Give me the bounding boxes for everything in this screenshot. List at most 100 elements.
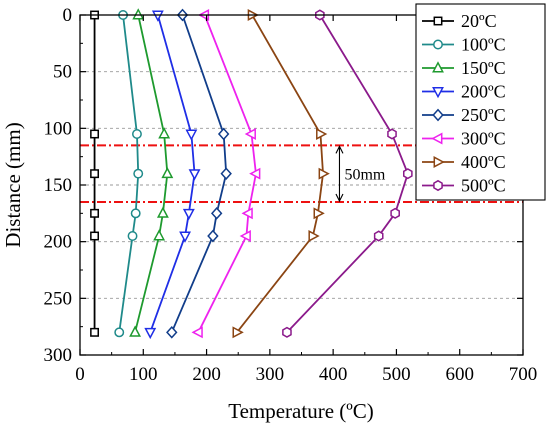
legend-marker-3 bbox=[432, 87, 444, 99]
data-point-2-1 bbox=[158, 127, 171, 139]
data-point-0-3 bbox=[90, 208, 100, 218]
data-point-5-5 bbox=[191, 326, 203, 339]
span-annotation-label: 50mm bbox=[344, 167, 385, 184]
series-line-4 bbox=[170, 14, 228, 333]
legend-label-1: 100ºC bbox=[461, 35, 506, 55]
data-point-7-1 bbox=[387, 128, 397, 140]
data-point-3-0 bbox=[151, 10, 164, 22]
y-tick-label-3: 150 bbox=[44, 175, 73, 196]
data-point-1-3 bbox=[130, 208, 141, 219]
data-point-4-1 bbox=[217, 127, 230, 141]
legend-label-3: 200ºC bbox=[461, 82, 506, 102]
span-arrow-head-top bbox=[335, 145, 344, 154]
legend-entry-1: 100ºC bbox=[422, 35, 506, 55]
series-line-7 bbox=[286, 14, 409, 333]
legend-marker-2 bbox=[432, 61, 444, 73]
data-point-2-4 bbox=[153, 229, 166, 241]
legend-label-2: 150ºC bbox=[461, 58, 506, 78]
data-point-0-4 bbox=[90, 231, 100, 241]
data-point-4-5 bbox=[166, 326, 178, 339]
data-point-5-4 bbox=[239, 230, 251, 242]
legend-label-4: 250ºC bbox=[461, 105, 506, 125]
data-point-0-2 bbox=[90, 169, 100, 179]
x-tick-label-6: 600 bbox=[445, 364, 474, 385]
series-line-1 bbox=[118, 14, 140, 333]
legend-entry-0: 20ºC bbox=[422, 11, 497, 31]
grid-lines bbox=[80, 71, 523, 299]
y-axis-title: Distance (mm) bbox=[1, 122, 25, 247]
y-tick-label-6: 300 bbox=[44, 345, 73, 366]
x-tick-label-5: 500 bbox=[382, 364, 411, 385]
data-point-4-3 bbox=[210, 207, 223, 220]
data-point-0-1 bbox=[90, 129, 100, 139]
y-tick-label-5: 250 bbox=[44, 288, 73, 309]
data-point-3-5 bbox=[144, 327, 157, 340]
legend-entry-2: 150ºC bbox=[422, 58, 506, 78]
x-tick-label-3: 300 bbox=[256, 364, 285, 385]
series-6 bbox=[232, 9, 330, 339]
series-line-2 bbox=[134, 14, 169, 333]
legend-marker-5 bbox=[431, 132, 443, 145]
annotations: 50mm bbox=[335, 145, 386, 203]
legend-entry-5: 300ºC bbox=[422, 129, 506, 149]
legend-label-0: 20ºC bbox=[461, 11, 497, 31]
y-tick-label-4: 200 bbox=[44, 232, 73, 253]
x-axis-title: Temperature (ºC) bbox=[228, 399, 374, 423]
data-point-6-5 bbox=[232, 326, 244, 339]
data-point-5-2 bbox=[249, 167, 261, 180]
data-point-1-4 bbox=[127, 231, 138, 241]
data-point-6-2 bbox=[318, 167, 330, 180]
data-point-4-2 bbox=[220, 167, 232, 180]
data-point-7-4 bbox=[373, 230, 384, 242]
data-point-3-3 bbox=[182, 208, 195, 221]
y-tick-label-0: 0 bbox=[63, 5, 73, 26]
legend-box bbox=[415, 3, 546, 201]
legend-entry-3: 200ºC bbox=[422, 82, 506, 102]
legend-entry-4: 250ºC bbox=[422, 105, 506, 125]
data-point-7-5 bbox=[282, 326, 292, 338]
x-tick-label-4: 400 bbox=[319, 364, 348, 385]
data-point-7-3 bbox=[390, 207, 400, 219]
legend-marker-4 bbox=[432, 108, 444, 122]
x-tick-label-7: 700 bbox=[509, 364, 538, 385]
series-line-5 bbox=[197, 14, 257, 333]
data-point-3-4 bbox=[179, 231, 191, 243]
series-4 bbox=[166, 8, 232, 339]
series-1 bbox=[114, 10, 144, 338]
data-point-2-0 bbox=[132, 8, 145, 20]
legend-marker-6 bbox=[433, 156, 445, 168]
data-point-6-4 bbox=[308, 230, 320, 242]
data-point-2-5 bbox=[129, 325, 142, 337]
series-0 bbox=[90, 10, 100, 337]
legend-marker-1 bbox=[433, 39, 443, 50]
legend-marker-7 bbox=[433, 179, 443, 192]
y-tick-label-1: 50 bbox=[53, 62, 72, 83]
series-3 bbox=[144, 10, 201, 340]
data-point-1-5 bbox=[114, 327, 125, 338]
data-point-6-1 bbox=[316, 128, 328, 140]
data-point-5-3 bbox=[241, 207, 253, 220]
legend: 20ºC 100ºC 150ºC 200ºC 250ºC 300ºC 400ºC 500ºC bbox=[415, 3, 546, 201]
data-point-5-1 bbox=[244, 128, 256, 140]
data-point-1-1 bbox=[132, 129, 142, 139]
x-tick-label-2: 200 bbox=[192, 364, 221, 385]
legend-entry-7: 500ºC bbox=[422, 176, 506, 196]
data-point-6-3 bbox=[313, 207, 325, 220]
data-point-0-5 bbox=[90, 327, 100, 337]
series-2 bbox=[129, 8, 174, 337]
legend-label-7: 500ºC bbox=[461, 176, 506, 196]
data-series bbox=[90, 8, 413, 340]
legend-marker-0 bbox=[433, 16, 443, 26]
data-point-3-1 bbox=[185, 129, 198, 141]
legend-entry-6: 400ºC bbox=[422, 152, 506, 172]
legend-label-5: 300ºC bbox=[461, 129, 506, 149]
data-point-4-4 bbox=[207, 229, 219, 243]
data-point-2-3 bbox=[156, 206, 169, 218]
series-line-6 bbox=[236, 14, 324, 333]
x-tick-label-0: 0 bbox=[75, 364, 85, 385]
series-line-3 bbox=[149, 14, 196, 333]
legend-label-6: 400ºC bbox=[461, 152, 506, 172]
y-tick-label-2: 100 bbox=[44, 118, 73, 139]
x-tick-label-1: 100 bbox=[129, 364, 158, 385]
